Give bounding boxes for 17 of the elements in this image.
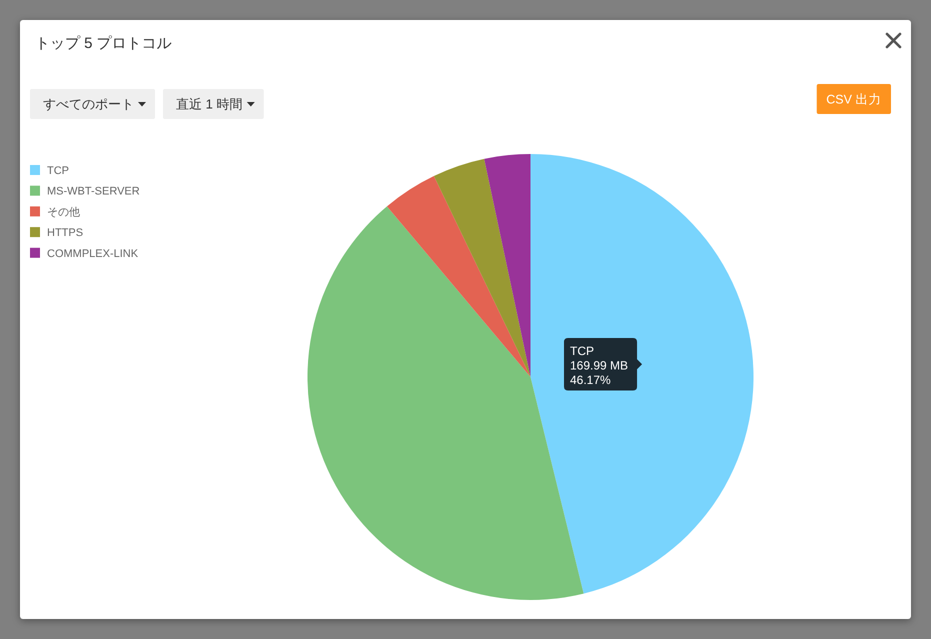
legend-label: TCP xyxy=(47,165,69,177)
text: すべてのポート xyxy=(43,96,134,112)
text: 直近 1 時間 xyxy=(176,96,242,112)
pie-slice xyxy=(386,176,530,377)
pie-slice xyxy=(530,154,754,594)
text: CSV 出力 xyxy=(826,92,882,106)
close-icon[interactable] xyxy=(886,32,902,48)
legend-label: HTTPS xyxy=(47,227,84,240)
legend-label: その他 xyxy=(47,206,80,218)
pie-slice xyxy=(484,154,530,377)
text: TCP 169.99 MB 46.17% xyxy=(570,344,628,387)
chart-title: トップ 5 プロトコル xyxy=(35,35,172,52)
legend-label: COMMPLEX-LINK xyxy=(47,248,139,260)
pie-slice xyxy=(434,158,530,377)
legend-label: MS-WBT-SERVER xyxy=(47,186,140,198)
dropdown-button[interactable] xyxy=(163,89,264,119)
dropdown-button[interactable] xyxy=(30,89,155,119)
